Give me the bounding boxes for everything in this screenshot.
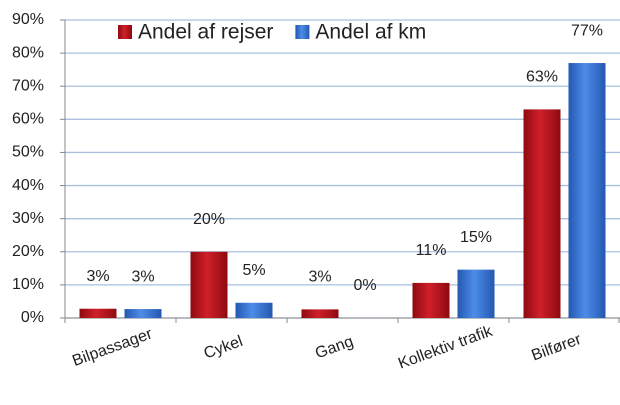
legend-text: Andel af rejser bbox=[138, 21, 273, 44]
value-label: 11% bbox=[416, 242, 447, 259]
x-tick-label: Bilfører bbox=[529, 331, 584, 365]
y-tick-label: 0% bbox=[21, 309, 44, 326]
y-tick-label: 20% bbox=[12, 243, 44, 260]
value-label: 5% bbox=[242, 262, 265, 279]
bar bbox=[568, 63, 606, 318]
y-tick-label: 90% bbox=[12, 11, 44, 28]
y-tick-label: 50% bbox=[12, 144, 44, 161]
bar bbox=[79, 308, 117, 318]
y-tick-label: 40% bbox=[12, 177, 44, 194]
y-tick-label: 60% bbox=[12, 111, 44, 128]
value-label: 0% bbox=[353, 277, 376, 294]
bar bbox=[124, 309, 162, 318]
value-label: 15% bbox=[460, 229, 492, 246]
value-label: 3% bbox=[308, 269, 331, 286]
x-tick-label: Kollektiv trafik bbox=[396, 323, 496, 373]
bar bbox=[412, 282, 450, 318]
value-label: 3% bbox=[131, 268, 154, 285]
bar bbox=[457, 269, 495, 318]
bar bbox=[235, 302, 273, 318]
value-label: 63% bbox=[526, 69, 558, 86]
legend-swatch bbox=[295, 25, 310, 39]
x-tick-label: Gang bbox=[313, 333, 356, 362]
value-label: 77% bbox=[571, 22, 603, 39]
y-tick-label: 10% bbox=[12, 276, 44, 293]
legend-swatch bbox=[118, 25, 132, 39]
y-tick-label: 30% bbox=[12, 210, 44, 227]
bar bbox=[190, 251, 228, 318]
x-tick-label: Bilpassager bbox=[70, 325, 155, 370]
y-tick-label: 70% bbox=[12, 77, 44, 94]
x-tick-label: Cykel bbox=[202, 333, 245, 363]
y-tick-label: 80% bbox=[12, 44, 44, 61]
value-label: 20% bbox=[193, 211, 225, 228]
bar bbox=[301, 309, 339, 318]
value-label: 3% bbox=[86, 268, 109, 285]
bar bbox=[523, 109, 561, 319]
legend-text: Andel af km bbox=[315, 21, 426, 44]
